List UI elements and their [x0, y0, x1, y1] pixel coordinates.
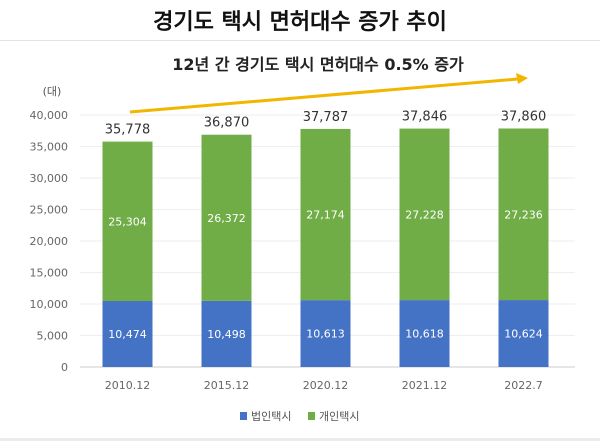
legend-label: 개인택시: [319, 410, 359, 423]
x-tick-label: 2022.7: [504, 379, 543, 392]
legend-swatch-icon: [240, 412, 247, 420]
x-tick-label: 2010.12: [105, 379, 151, 392]
trend-arrow-line: [129, 77, 519, 114]
divider: [0, 40, 600, 41]
legend-swatch-icon: [308, 412, 315, 420]
y-tick-label: 15,000: [30, 267, 69, 280]
data-label: 10,474: [108, 328, 147, 341]
legend-label: 법인택시: [251, 410, 291, 423]
bar-segment-corporate: [498, 300, 549, 367]
y-tick-label: 40,000: [30, 109, 69, 122]
bar-segment-corporate: [300, 300, 351, 367]
data-label: 27,228: [405, 208, 444, 221]
y-tick-label: 30,000: [30, 172, 69, 185]
data-label: 26,372: [207, 212, 246, 225]
data-label: 10,498: [207, 328, 246, 341]
bar-segment-individual: [498, 128, 549, 301]
data-label: 27,174: [306, 209, 345, 222]
x-tick-label: 2021.12: [402, 379, 448, 392]
y-tick-label: 25,000: [30, 204, 69, 217]
data-label: 10,613: [306, 328, 345, 341]
page-title: 경기도 택시 면허대수 증가 추이: [153, 10, 447, 35]
bar-segment-individual: [102, 141, 153, 302]
trend-arrow-head-icon: [516, 73, 528, 84]
total-label: 36,870: [204, 116, 250, 131]
y-tick-label: 35,000: [30, 141, 69, 154]
bar-segment-corporate: [102, 301, 153, 367]
bar-segment-corporate: [201, 300, 252, 367]
y-axis-label: (대): [43, 85, 62, 98]
bar-segment-individual: [399, 128, 450, 301]
bar-segment-individual: [300, 128, 351, 301]
total-label: 37,860: [501, 109, 547, 124]
bar-segment-corporate: [399, 300, 450, 367]
total-label: 37,846: [402, 110, 448, 125]
total-label: 35,778: [105, 123, 151, 138]
total-label: 37,787: [303, 110, 349, 125]
x-tick-label: 2015.12: [204, 379, 250, 392]
x-tick-label: 2020.12: [303, 379, 349, 392]
data-label: 10,618: [405, 328, 444, 341]
y-tick-label: 10,000: [30, 298, 69, 311]
divider: [0, 438, 600, 441]
y-tick-label: 5,000: [37, 330, 69, 343]
y-tick-label: 20,000: [30, 235, 69, 248]
bar-segment-individual: [201, 134, 252, 301]
data-label: 10,624: [504, 328, 543, 341]
annotation-text: 12년 간 경기도 택시 면허대수 0.5% 증가: [172, 55, 464, 74]
y-tick-label: 0: [61, 361, 68, 374]
data-label: 27,236: [504, 208, 543, 221]
data-label: 25,304: [108, 215, 147, 228]
